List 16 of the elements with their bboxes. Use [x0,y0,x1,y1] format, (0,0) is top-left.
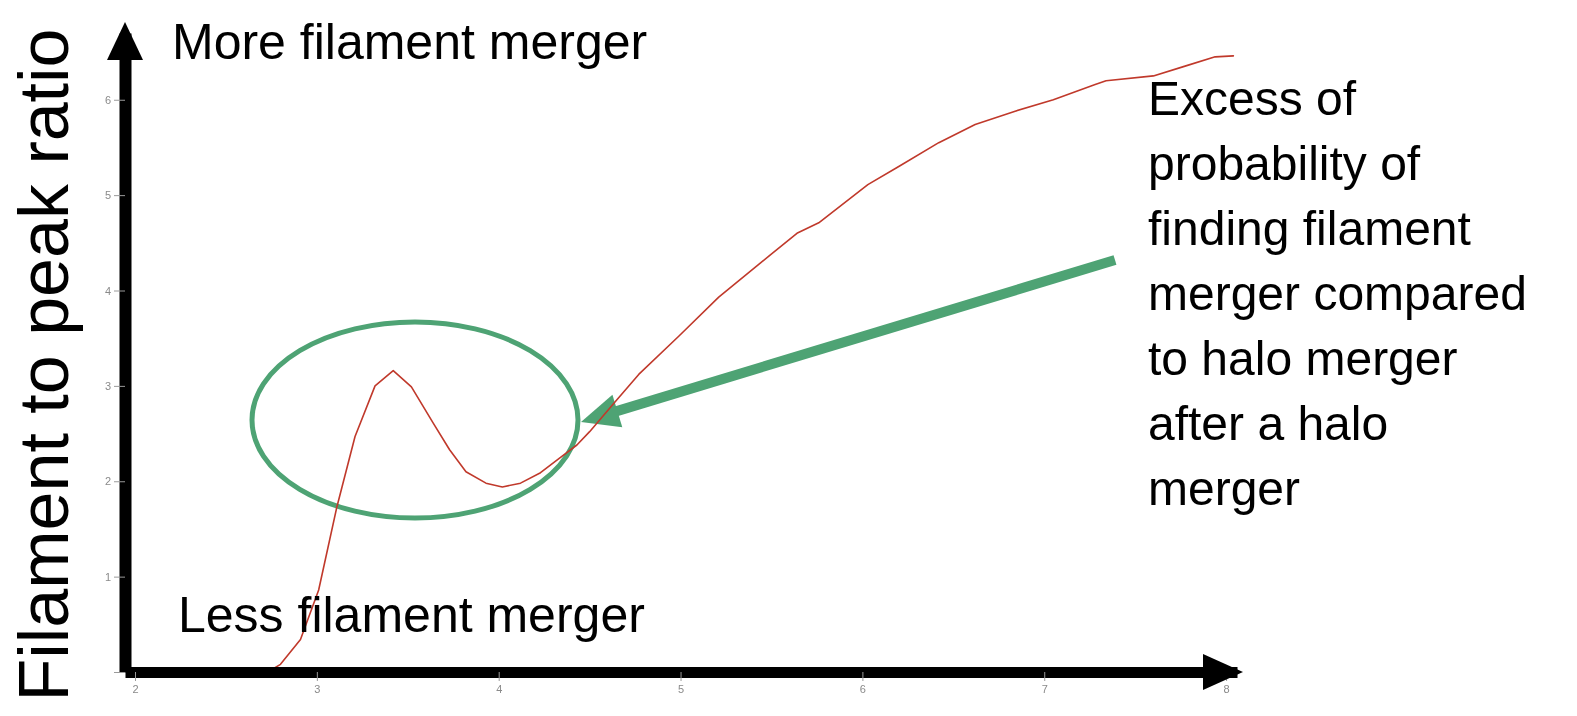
x-tick-label: 6 [859,682,866,695]
x-tick-label: 4 [496,682,503,695]
y-tick-label: 5 [104,189,111,202]
y-tick-label: 3 [104,379,111,392]
y-tick-label: 1 [104,570,111,583]
y-tick-label: 2 [104,475,111,488]
x-tick-label: 2 [132,682,139,695]
y-tick-label: 4 [104,284,111,297]
annotation: Excess of probability of finding filament merger compared to halo merger after a halo merger [1148,72,1527,515]
x-tick-label: 7 [1041,682,1048,695]
y-axis-title: Filament to peak ratio [5,28,83,702]
x-tick-label: 5 [677,682,685,695]
x-tick-label: 8 [1223,682,1230,695]
y-tick-label: 6 [104,93,111,106]
x-tick-label: 3 [314,682,321,695]
annotation: More filament merger [172,14,648,70]
